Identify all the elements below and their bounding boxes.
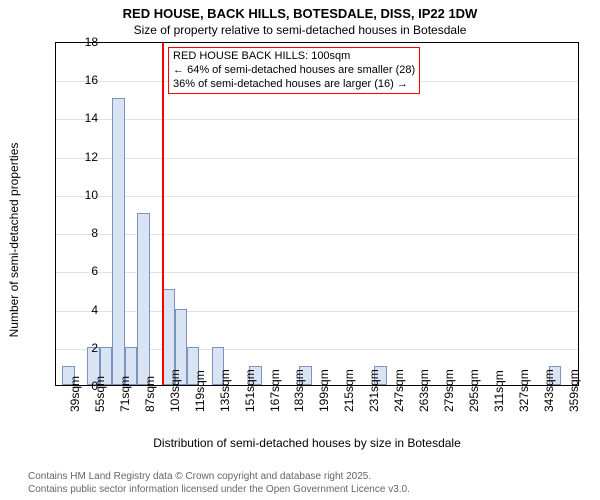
plot-area: RED HOUSE BACK HILLS: 100sqm ← 64% of se… [55,42,579,386]
y-tick-label: 10 [68,188,98,202]
x-tick-label: 311sqm [492,392,506,412]
x-tick-label: 87sqm [143,392,157,412]
x-tick-label: 39sqm [68,392,82,412]
reference-line [162,43,164,385]
attribution-line-1: Contains HM Land Registry data © Crown c… [28,470,410,483]
gridline [56,119,578,120]
annot-line-1: RED HOUSE BACK HILLS: 100sqm [173,50,415,64]
x-tick-label: 343sqm [542,392,556,412]
y-tick-label: 8 [68,226,98,240]
x-tick-label: 183sqm [292,392,306,412]
x-tick-label: 151sqm [243,392,257,412]
y-axis-label: Number of semi-detached properties [7,143,21,338]
y-tick-label: 2 [68,341,98,355]
gridline [56,272,578,273]
gridline [56,234,578,235]
x-tick-label: 135sqm [218,392,232,412]
attribution-line-2: Contains public sector information licen… [28,483,410,496]
y-tick-label: 4 [68,303,98,317]
x-tick-label: 167sqm [268,392,282,412]
y-tick-label: 18 [68,35,98,49]
y-tick-label: 14 [68,111,98,125]
x-tick-label: 215sqm [342,392,356,412]
x-tick-label: 55sqm [93,392,107,412]
histogram-bar [112,98,124,385]
chart-container: Number of semi-detached properties RED H… [22,40,592,440]
gridline [56,158,578,159]
x-tick-label: 295sqm [467,392,481,412]
x-tick-label: 359sqm [567,392,581,412]
y-tick-label: 6 [68,264,98,278]
x-tick-label: 199sqm [317,392,331,412]
x-tick-label: 71sqm [118,392,132,412]
x-tick-label: 279sqm [442,392,456,412]
page-title: RED HOUSE, BACK HILLS, BOTESDALE, DISS, … [0,0,600,21]
histogram-bar [137,213,149,385]
x-axis-label: Distribution of semi-detached houses by … [22,436,592,450]
x-tick-label: 327sqm [517,392,531,412]
gridline [56,196,578,197]
gridline [56,311,578,312]
x-tick-label: 263sqm [417,392,431,412]
x-tick-label: 247sqm [392,392,406,412]
reference-annotation: RED HOUSE BACK HILLS: 100sqm ← 64% of se… [168,47,420,94]
y-tick-label: 16 [68,73,98,87]
annot-line-2: ← 64% of semi-detached houses are smalle… [173,64,415,78]
x-tick-label: 119sqm [193,392,207,412]
y-tick-label: 12 [68,150,98,164]
x-tick-label: 231sqm [367,392,381,412]
x-tick-label: 103sqm [168,392,182,412]
attribution: Contains HM Land Registry data © Crown c… [28,470,410,496]
annot-line-3: 36% of semi-detached houses are larger (… [173,78,415,92]
